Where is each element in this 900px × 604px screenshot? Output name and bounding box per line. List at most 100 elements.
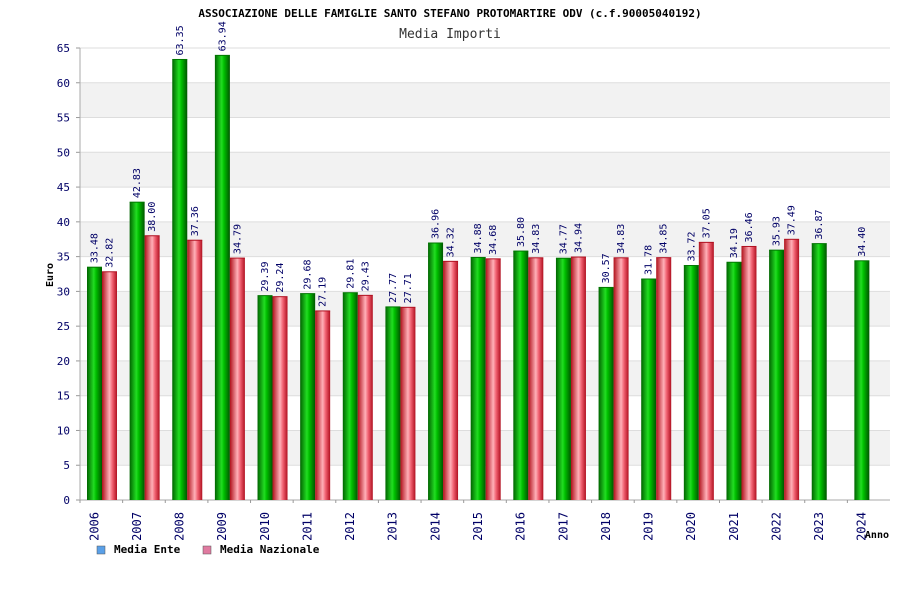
bar-media-nazionale-2018	[613, 257, 629, 500]
y-tick-label: 35	[57, 251, 70, 264]
x-tick-label: 2008	[173, 512, 187, 541]
data-label-media-ente: 34.19	[729, 228, 740, 258]
x-tick-label: 2016	[514, 512, 528, 541]
data-label-media-ente: 33.72	[686, 231, 697, 261]
grid-band	[80, 152, 890, 188]
data-label-media-ente: 36.87	[814, 210, 825, 240]
x-axis-label: Anno	[865, 530, 889, 541]
bar-media-ente-2009	[214, 55, 230, 500]
y-tick-label: 0	[63, 494, 70, 507]
bar-media-ente-2008	[172, 59, 188, 500]
bar-media-ente-2006	[87, 267, 102, 500]
bar-media-ente-2019	[641, 279, 657, 500]
bar-media-ente-2010	[257, 295, 273, 500]
bar-media-nazionale-2008	[187, 240, 203, 500]
grid-band	[80, 82, 890, 118]
bar-media-nazionale-2014	[443, 261, 459, 500]
data-label-media-ente: 35.93	[772, 216, 783, 246]
bar-media-ente-2023	[811, 243, 827, 500]
y-tick-label: 15	[57, 390, 70, 403]
bar-media-ente-2011	[300, 293, 316, 500]
data-label-media-ente: 31.78	[644, 245, 655, 275]
data-label-media-nazionale: 27.71	[403, 273, 414, 303]
bar-media-nazionale-2007	[144, 235, 160, 500]
data-label-media-nazionale: 34.79	[232, 224, 243, 254]
data-label-media-nazionale: 29.43	[360, 261, 371, 291]
data-label-media-nazionale: 34.94	[573, 223, 584, 253]
y-tick-label: 25	[57, 320, 70, 333]
bar-media-nazionale-2015	[485, 258, 501, 500]
bar-media-nazionale-2010	[272, 296, 288, 500]
data-label-media-nazionale: 38.00	[147, 202, 158, 232]
bar-media-ente-2020	[683, 265, 699, 500]
data-label-media-ente: 33.48	[90, 233, 101, 263]
data-label-media-nazionale: 27.19	[318, 277, 329, 307]
bar-media-ente-2016	[513, 251, 529, 500]
bar-media-nazionale-2006	[102, 271, 117, 500]
x-tick-label: 2012	[343, 512, 357, 541]
bar-media-nazionale-2013	[400, 307, 416, 500]
legend-label-media-ente: Media Ente	[114, 543, 181, 556]
legend-swatch-media-ente	[96, 545, 106, 555]
data-label-media-nazionale: 37.49	[787, 205, 798, 235]
bar-media-ente-2018	[598, 287, 614, 500]
bar-media-nazionale-2011	[315, 310, 331, 500]
legend-label-media-nazionale: Media Nazionale	[220, 543, 320, 556]
data-label-media-nazionale: 34.32	[446, 227, 457, 257]
data-labels: 33.48 32.82 42.83 38.00 63.35 37.36 63.94 34.79…	[90, 21, 868, 307]
bar-media-ente-2015	[470, 257, 486, 500]
y-tick-label: 20	[57, 355, 70, 368]
data-label-media-nazionale: 36.46	[744, 212, 755, 242]
y-tick-label: 50	[57, 146, 70, 159]
x-tick-label: 2020	[684, 512, 698, 541]
bar-media-nazionale-2022	[784, 239, 800, 501]
x-tick-label: 2015	[471, 512, 485, 541]
y-tick-label: 60	[57, 77, 70, 90]
data-label-media-nazionale: 29.24	[275, 263, 286, 293]
x-tick-label: 2013	[386, 512, 400, 541]
data-label-media-nazionale: 34.68	[488, 225, 499, 255]
bar-media-ente-2017	[555, 258, 571, 500]
y-tick-label: 45	[57, 181, 70, 194]
data-label-media-ente: 42.83	[132, 168, 143, 198]
x-tick-label: 2011	[300, 512, 314, 541]
x-tick-label: 2021	[727, 512, 741, 541]
data-label-media-ente: 34.40	[857, 227, 868, 257]
y-tick-label: 5	[63, 459, 70, 472]
bar-media-nazionale-2019	[656, 257, 672, 500]
data-label-media-ente: 29.39	[260, 262, 271, 292]
x-tick-label: 2009	[215, 512, 229, 541]
x-tick-label: 2024	[855, 512, 869, 541]
data-label-media-ente: 36.96	[431, 209, 442, 239]
x-tick-label: 2022	[769, 512, 783, 541]
data-label-media-nazionale: 32.82	[105, 238, 116, 268]
bar-media-ente-2024	[854, 260, 870, 500]
chart-subtitle: Media Importi	[399, 27, 501, 42]
y-axis-label: Euro	[45, 263, 56, 287]
bars	[87, 54, 870, 501]
data-label-media-nazionale: 37.36	[190, 206, 201, 236]
y-tick-label: 10	[57, 424, 70, 437]
bar-media-nazionale-2021	[741, 246, 757, 500]
data-label-media-ente: 35.80	[516, 217, 527, 247]
bar-media-nazionale-2020	[698, 242, 714, 501]
bar-media-nazionale-2016	[528, 257, 544, 500]
x-tick-label: 2007	[130, 512, 144, 541]
bar-media-ente-2022	[769, 250, 785, 500]
bar-media-nazionale-2017	[570, 257, 586, 500]
x-tick-label: 2023	[812, 512, 826, 541]
x-tick-label: 2018	[599, 512, 613, 541]
data-label-media-nazionale: 34.83	[531, 224, 542, 254]
bar-media-nazionale-2012	[357, 295, 373, 500]
x-tick-label: 2014	[428, 512, 442, 541]
y-tick-label: 65	[57, 42, 70, 55]
x-tick-label: 2006	[87, 512, 101, 541]
data-label-media-ente: 30.57	[601, 253, 612, 283]
data-label-media-ente: 27.77	[388, 273, 399, 303]
data-label-media-ente: 29.81	[345, 259, 356, 289]
chart-title: ASSOCIAZIONE DELLE FAMIGLIE SANTO STEFAN…	[198, 7, 701, 20]
x-tick-labels: 2006 2007 2008 2009 2010 2011 2012 2013 2014 2015…	[87, 512, 868, 541]
bar-media-ente-2007	[129, 202, 145, 501]
